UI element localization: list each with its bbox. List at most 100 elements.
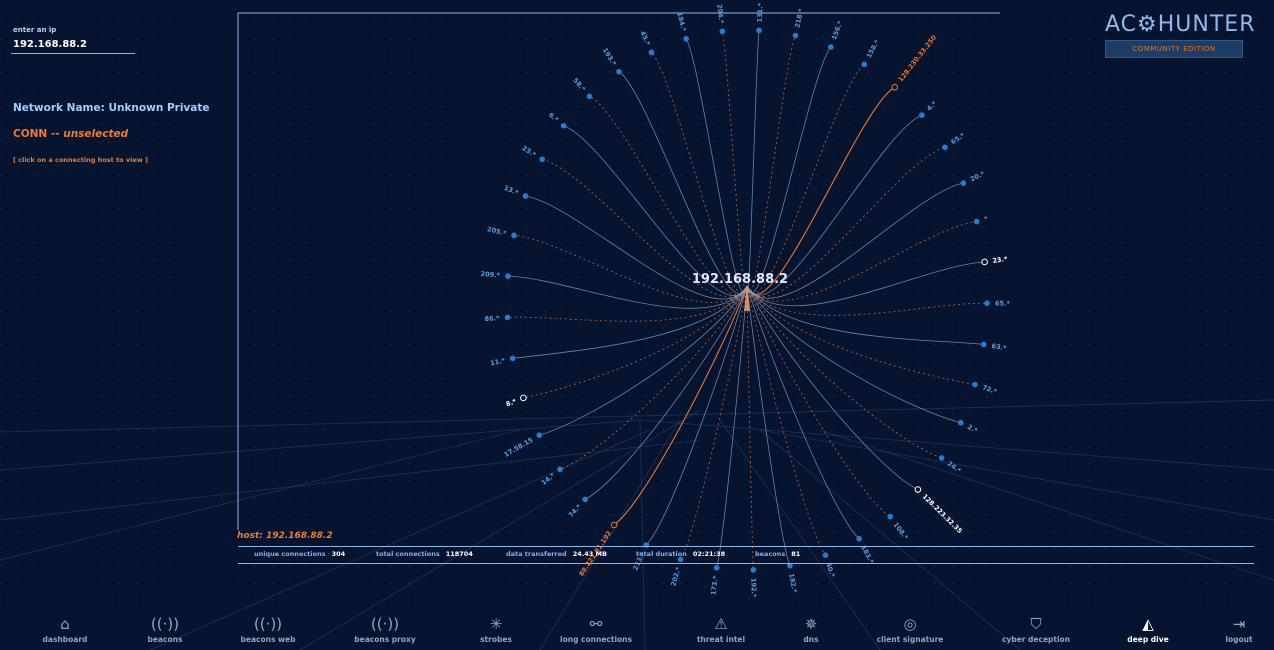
fingerprint-icon: ◎: [903, 615, 917, 633]
connection-node-label[interactable]: 193.*: [601, 46, 618, 67]
connection-node[interactable]: [973, 218, 980, 225]
connection-node-label[interactable]: 63.*: [991, 342, 1008, 352]
nav-dns[interactable]: ✵ dns: [756, 614, 866, 644]
stats-bar: unique connections 304 total connections 1…: [238, 546, 1254, 564]
connection-node[interactable]: [792, 32, 799, 39]
connection-node[interactable]: [861, 61, 867, 68]
connection-node[interactable]: [683, 36, 689, 42]
connection-node[interactable]: [677, 556, 684, 563]
connection-node[interactable]: [891, 83, 899, 91]
connection-node[interactable]: [972, 381, 978, 388]
connection-node[interactable]: [648, 49, 655, 56]
connection-node-label[interactable]: 128.230.33.250: [897, 33, 939, 83]
connection-node-label[interactable]: 24.*: [946, 460, 963, 476]
connection-node[interactable]: [828, 44, 834, 50]
connection-node[interactable]: [522, 193, 529, 199]
connection-node[interactable]: [960, 180, 967, 186]
connection-node-label[interactable]: 218.*: [793, 7, 805, 28]
connection-node[interactable]: [610, 521, 618, 529]
nav-deep-dive[interactable]: ◭ deep dive: [1093, 614, 1203, 644]
connection-node[interactable]: [981, 258, 988, 266]
nav-dashboard[interactable]: ⌂ dashboard: [10, 614, 120, 644]
connection-node-label[interactable]: 108.*: [892, 521, 910, 542]
connection-node-label[interactable]: 209.*: [480, 270, 501, 280]
connection-node-label[interactable]: 2.*: [966, 423, 979, 435]
connection-node-label[interactable]: 131.*: [756, 2, 765, 22]
connection-node-label[interactable]: 14.*: [540, 471, 557, 487]
connection-node-label[interactable]: 58.*: [571, 77, 587, 94]
nav-strobes[interactable]: ✳ strobes: [441, 614, 551, 644]
connection-node-label[interactable]: 65.*: [995, 300, 1011, 308]
connection-node-label[interactable]: 173.*: [709, 575, 719, 596]
connection-node-label[interactable]: 23.*: [520, 144, 537, 159]
nav-threat-intel[interactable]: ⚠ threat intel: [666, 614, 776, 644]
connection-node-label[interactable]: 192.*: [749, 578, 758, 598]
connection-node[interactable]: [504, 314, 511, 321]
ip-input[interactable]: [11, 35, 135, 54]
connection-node[interactable]: [560, 122, 567, 129]
connection-node[interactable]: [505, 273, 511, 279]
connection-node[interactable]: [787, 562, 793, 569]
connection-node[interactable]: [539, 156, 545, 163]
connection-node-label[interactable]: 156.*: [830, 19, 844, 41]
connection-node-label[interactable]: 65.*: [949, 131, 966, 146]
connection-node[interactable]: [511, 232, 517, 239]
center-host-node[interactable]: [744, 284, 750, 311]
connection-node-label[interactable]: 8.*: [505, 397, 518, 408]
connection-node[interactable]: [719, 28, 726, 35]
perspective-line: [719, 419, 881, 650]
connection-node[interactable]: [822, 552, 829, 558]
connection-node[interactable]: [914, 486, 922, 493]
connection-node[interactable]: [713, 565, 720, 571]
connection-edge: [746, 285, 891, 518]
connection-node-label[interactable]: 128.223.32.35: [921, 492, 964, 535]
connection-node[interactable]: [750, 567, 757, 573]
nav-logout[interactable]: ⇥ logout: [1184, 614, 1274, 644]
connection-node-label[interactable]: 40.*: [824, 561, 837, 578]
connection-node-label[interactable]: 23.*: [992, 255, 1008, 265]
nav-beacons-web[interactable]: ((·)) beacons web: [213, 614, 323, 644]
connection-node[interactable]: [957, 419, 964, 426]
connection-node[interactable]: [942, 144, 948, 151]
connection-node-label[interactable]: 182.*: [787, 573, 798, 594]
connection-edge: [746, 285, 919, 490]
connection-node-label[interactable]: 13.*: [503, 184, 520, 197]
connection-node[interactable]: [980, 341, 987, 348]
connection-node[interactable]: [756, 27, 762, 34]
connection-node[interactable]: [616, 68, 622, 75]
connection-node[interactable]: [557, 466, 563, 473]
connection-node[interactable]: [938, 455, 945, 461]
nav-long-connections[interactable]: ⚯ long connections: [541, 614, 651, 644]
connection-node-label[interactable]: 204.*: [715, 4, 725, 25]
connection-node-label[interactable]: *: [983, 214, 989, 223]
connection-node-label[interactable]: 72.*: [981, 383, 998, 395]
nav-beacons[interactable]: ((·)) beacons: [110, 614, 220, 644]
connection-node-label[interactable]: 205.*: [486, 225, 507, 238]
connection-node[interactable]: [984, 300, 990, 307]
perspective-line: [149, 429, 651, 650]
connection-node-label[interactable]: 4.*: [925, 99, 938, 112]
connection-node-label[interactable]: 20.*: [969, 169, 986, 183]
connection-node-label[interactable]: 184.*: [675, 11, 688, 32]
connection-node-label[interactable]: 158.*: [865, 38, 882, 59]
nav-beacons-proxy[interactable]: ((·)) beacons proxy: [330, 614, 440, 644]
connection-node[interactable]: [586, 93, 593, 100]
connection-node-label[interactable]: 17.58.15: [503, 436, 535, 459]
connection-node[interactable]: [536, 432, 543, 438]
nav-client-signature[interactable]: ◎ client signature: [855, 614, 965, 644]
connection-node-label[interactable]: 11.*: [489, 356, 506, 367]
connection-node[interactable]: [887, 513, 894, 520]
connection-node[interactable]: [582, 496, 588, 503]
connection-edge: [542, 158, 748, 298]
nav-cyber-deception[interactable]: ⛉ cyber deception: [981, 614, 1091, 644]
connection-node[interactable]: [919, 112, 925, 118]
connection-node[interactable]: [509, 355, 516, 362]
connection-node-label[interactable]: 6.*: [547, 111, 561, 124]
connection-node-label[interactable]: 202.*: [669, 566, 682, 587]
connection-node-label[interactable]: 86.*: [484, 314, 500, 323]
connection-node[interactable]: [856, 535, 862, 542]
connection-node-label[interactable]: 74.*: [567, 502, 583, 519]
connection-node-label[interactable]: 45.*: [638, 30, 652, 47]
connection-node[interactable]: [520, 394, 527, 402]
